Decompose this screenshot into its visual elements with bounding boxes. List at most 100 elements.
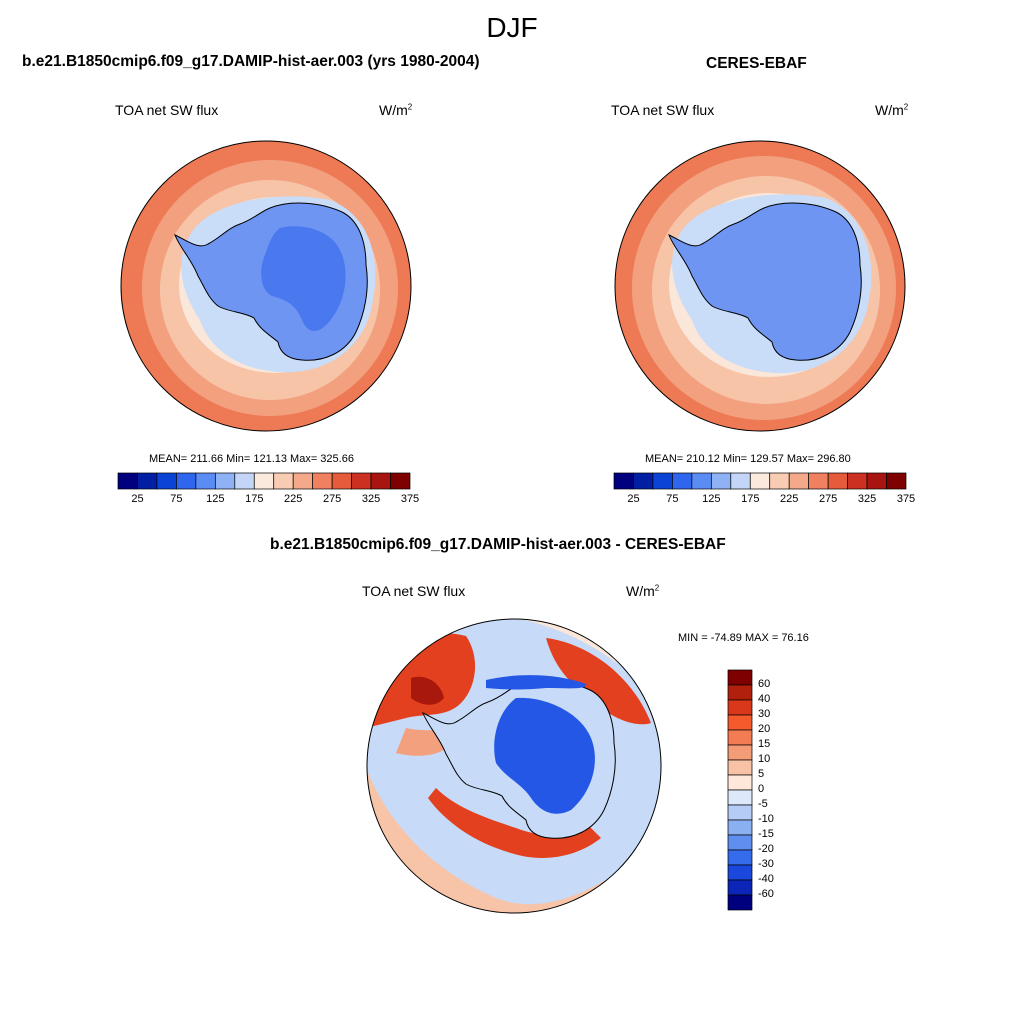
colorbar-tick-label: 0: [758, 783, 765, 795]
colorbar-tick-label: 325: [857, 493, 877, 505]
colorbar-swatch: [253, 472, 275, 490]
colorbar-tick-label: 60: [758, 678, 771, 690]
colorbar-tick-label: 15: [758, 738, 771, 750]
obs-polar-map: [614, 140, 906, 432]
colorbar-swatch: [176, 472, 197, 490]
colorbar-swatch: [234, 472, 255, 490]
obs-variable-label: TOA net SW flux: [611, 102, 715, 118]
colorbar-swatch: [312, 472, 333, 490]
colorbar-tick-label: 225: [284, 493, 303, 505]
colorbar-tick-label: 25: [627, 493, 640, 505]
model-variable-label: TOA net SW flux: [115, 102, 219, 118]
colorbar-swatch: [749, 472, 771, 490]
colorbar-tick-label: 30: [758, 708, 771, 720]
colorbar-tick-label: 75: [666, 493, 679, 505]
colorbar-swatch: [273, 472, 294, 490]
colorbar-tick-label: 325: [361, 493, 381, 505]
diff-colorbar: [727, 669, 753, 911]
model-panel-title: b.e21.B1850cmip6.f09_g17.DAMIP-hist-aer.…: [22, 53, 480, 70]
colorbar-tick-label: -60: [758, 888, 774, 900]
colorbar-tick-label: 5: [758, 768, 765, 780]
colorbar-tick-label: 175: [741, 493, 760, 505]
colorbar-swatch: [730, 472, 751, 490]
colorbar-swatch: [214, 472, 236, 490]
colorbar-swatch: [727, 759, 753, 776]
colorbar-tick-label: 275: [322, 493, 342, 505]
colorbar-swatch: [866, 472, 887, 490]
diff-unit-label: W/m2: [626, 583, 660, 599]
colorbar-tick-label: -30: [758, 858, 774, 870]
colorbar-swatch: [886, 472, 907, 490]
colorbar-swatch: [727, 729, 753, 746]
negative-anomaly-core: [494, 697, 595, 814]
antarctica-land: [668, 202, 862, 361]
colorbar-tick-label: 125: [206, 493, 225, 505]
colorbar-swatch: [827, 472, 848, 490]
obs-colorbar: [613, 472, 907, 490]
colorbar-swatch: [847, 472, 868, 490]
colorbar-swatch: [727, 669, 753, 686]
colorbar-swatch: [727, 714, 753, 731]
diff-stats: MIN = -74.89 MAX = 76.16: [678, 632, 809, 644]
colorbar-swatch: [727, 789, 753, 806]
colorbar-swatch: [292, 472, 314, 490]
colorbar-swatch: [351, 472, 372, 490]
colorbar-tick-label: 225: [780, 493, 799, 505]
model-stats: MEAN= 211.66 Min= 121.13 Max= 325.66: [149, 453, 354, 465]
colorbar-swatch: [727, 804, 753, 821]
colorbar-tick-label: -5: [758, 798, 768, 810]
colorbar-tick-label: 75: [170, 493, 183, 505]
model-colorbar: [117, 472, 411, 490]
colorbar-swatch: [613, 472, 634, 490]
colorbar-tick-label: 20: [758, 723, 771, 735]
colorbar-tick-label: -15: [758, 828, 774, 840]
colorbar-tick-label: 275: [818, 493, 838, 505]
diff-polar-map: [366, 618, 662, 914]
colorbar-tick-label: 25: [131, 493, 144, 505]
colorbar-swatch: [727, 699, 753, 716]
colorbar-swatch: [727, 834, 753, 851]
colorbar-swatch: [727, 879, 753, 896]
colorbar-swatch: [769, 472, 790, 490]
colorbar-swatch: [727, 849, 753, 866]
colorbar-swatch: [788, 472, 810, 490]
figure-title: DJF: [486, 12, 538, 43]
antarctic-coast-red-ring: [428, 788, 601, 858]
colorbar-swatch: [727, 894, 753, 911]
colorbar-swatch: [727, 864, 753, 881]
colorbar-swatch: [117, 472, 138, 490]
colorbar-tick-label: -20: [758, 843, 774, 855]
colorbar-swatch: [727, 684, 753, 701]
colorbar-tick-label: 10: [758, 753, 771, 765]
model-polar-map: [120, 140, 412, 432]
colorbar-swatch: [727, 819, 753, 836]
colorbar-swatch: [633, 472, 654, 490]
colorbar-tick-label: 375: [400, 493, 420, 505]
colorbar-swatch: [331, 472, 352, 490]
obs-stats: MEAN= 210.12 Min= 129.57 Max= 296.80: [645, 453, 851, 465]
diff-variable-label: TOA net SW flux: [362, 583, 466, 599]
colorbar-swatch: [710, 472, 732, 490]
colorbar-swatch: [652, 472, 673, 490]
east-antarctic-plateau: [261, 226, 346, 332]
colorbar-swatch: [808, 472, 829, 490]
colorbar-tick-label: 40: [758, 693, 771, 705]
colorbar-swatch: [727, 744, 753, 761]
obs-unit-label: W/m2: [875, 102, 909, 118]
colorbar-swatch: [691, 472, 712, 490]
colorbar-swatch: [137, 472, 158, 490]
colorbar-tick-label: 125: [702, 493, 721, 505]
colorbar-swatch: [390, 472, 411, 490]
colorbar-swatch: [672, 472, 693, 490]
colorbar-swatch: [195, 472, 216, 490]
diff-panel-title: b.e21.B1850cmip6.f09_g17.DAMIP-hist-aer.…: [270, 536, 726, 553]
colorbar-tick-label: -10: [758, 813, 774, 825]
colorbar-swatch: [727, 774, 753, 791]
colorbar-tick-label: 175: [245, 493, 264, 505]
obs-panel-title: CERES-EBAF: [706, 55, 807, 72]
colorbar-tick-label: 375: [896, 493, 916, 505]
model-unit-label: W/m2: [379, 102, 413, 118]
colorbar-swatch: [156, 472, 177, 490]
colorbar-tick-label: -40: [758, 873, 774, 885]
colorbar-swatch: [370, 472, 391, 490]
